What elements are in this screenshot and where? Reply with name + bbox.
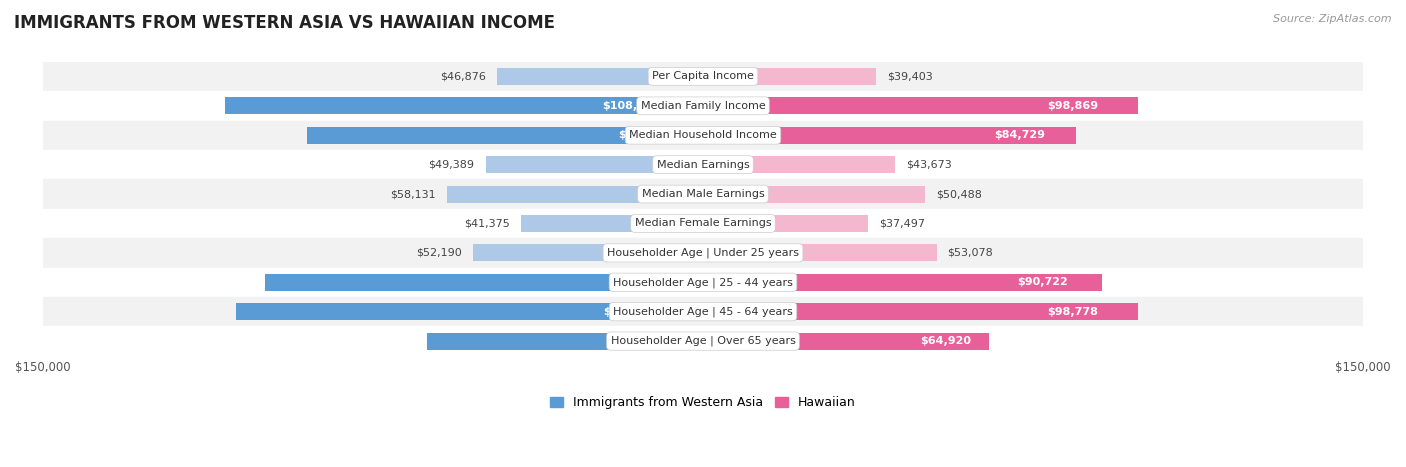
- Bar: [42, 62, 1364, 91]
- Text: IMMIGRANTS FROM WESTERN ASIA VS HAWAIIAN INCOME: IMMIGRANTS FROM WESTERN ASIA VS HAWAIIAN…: [14, 14, 555, 32]
- Bar: [225, 97, 703, 114]
- Bar: [42, 209, 1364, 238]
- Bar: [42, 179, 1364, 209]
- Text: $98,869: $98,869: [1047, 101, 1098, 111]
- Text: $49,389: $49,389: [429, 160, 475, 170]
- Text: $43,673: $43,673: [907, 160, 952, 170]
- Text: $106,217: $106,217: [603, 307, 662, 317]
- Bar: [42, 238, 1364, 268]
- Text: $50,488: $50,488: [936, 189, 981, 199]
- Text: Median Household Income: Median Household Income: [628, 130, 778, 140]
- Bar: [703, 185, 925, 203]
- Text: $90,005: $90,005: [619, 130, 669, 140]
- Bar: [42, 120, 1364, 150]
- Text: $41,375: $41,375: [464, 219, 510, 228]
- Text: Householder Age | Over 65 years: Householder Age | Over 65 years: [610, 336, 796, 347]
- Text: $58,131: $58,131: [391, 189, 436, 199]
- Text: $37,497: $37,497: [879, 219, 925, 228]
- Text: Householder Age | Under 25 years: Householder Age | Under 25 years: [607, 248, 799, 258]
- Text: $52,190: $52,190: [416, 248, 463, 258]
- Bar: [703, 68, 876, 85]
- Text: $84,729: $84,729: [994, 130, 1046, 140]
- Bar: [703, 215, 868, 232]
- Text: Median Female Earnings: Median Female Earnings: [634, 219, 772, 228]
- Text: Householder Age | 45 - 64 years: Householder Age | 45 - 64 years: [613, 306, 793, 317]
- Bar: [42, 297, 1364, 326]
- Text: $39,403: $39,403: [887, 71, 934, 81]
- Text: $98,778: $98,778: [1047, 307, 1098, 317]
- Text: Median Earnings: Median Earnings: [657, 160, 749, 170]
- Bar: [474, 244, 703, 262]
- Text: $46,876: $46,876: [440, 71, 485, 81]
- Text: Source: ZipAtlas.com: Source: ZipAtlas.com: [1274, 14, 1392, 24]
- Text: $64,920: $64,920: [921, 336, 972, 346]
- Bar: [42, 150, 1364, 179]
- Bar: [520, 215, 703, 232]
- Bar: [703, 127, 1076, 144]
- Bar: [42, 268, 1364, 297]
- Bar: [703, 274, 1102, 291]
- Bar: [703, 244, 936, 262]
- Text: $108,691: $108,691: [602, 101, 661, 111]
- Text: $99,516: $99,516: [612, 277, 662, 287]
- Bar: [42, 91, 1364, 120]
- Bar: [485, 156, 703, 173]
- Bar: [427, 333, 703, 350]
- Bar: [447, 185, 703, 203]
- Bar: [703, 156, 896, 173]
- Legend: Immigrants from Western Asia, Hawaiian: Immigrants from Western Asia, Hawaiian: [546, 391, 860, 414]
- Bar: [703, 97, 1137, 114]
- Bar: [703, 303, 1137, 320]
- Bar: [42, 326, 1364, 356]
- Text: Householder Age | 25 - 44 years: Householder Age | 25 - 44 years: [613, 277, 793, 288]
- Bar: [496, 68, 703, 85]
- Text: $90,722: $90,722: [1017, 277, 1067, 287]
- Text: Median Male Earnings: Median Male Earnings: [641, 189, 765, 199]
- Bar: [236, 303, 703, 320]
- Text: $62,645: $62,645: [636, 336, 688, 346]
- Text: Median Family Income: Median Family Income: [641, 101, 765, 111]
- Text: $53,078: $53,078: [948, 248, 994, 258]
- Bar: [307, 127, 703, 144]
- Bar: [264, 274, 703, 291]
- Bar: [703, 333, 988, 350]
- Text: Per Capita Income: Per Capita Income: [652, 71, 754, 81]
